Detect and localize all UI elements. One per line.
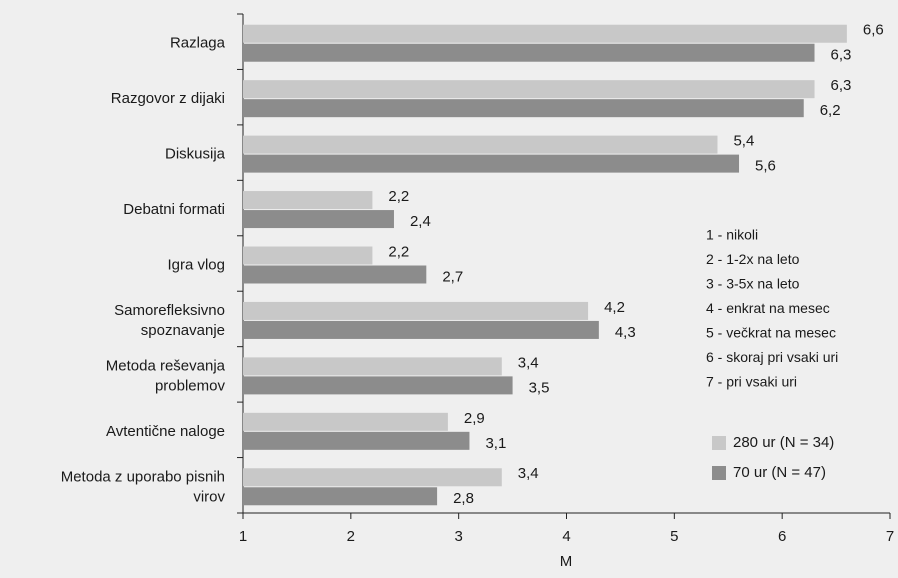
- bar: [243, 357, 502, 376]
- bar: [243, 191, 373, 210]
- value-label: 3,4: [518, 465, 539, 482]
- value-label: 3,5: [529, 379, 550, 396]
- x-tick-label: 5: [670, 528, 678, 545]
- bar: [243, 210, 394, 229]
- bar: [243, 320, 599, 339]
- x-tick-label: 2: [347, 528, 355, 545]
- bar: [243, 468, 502, 487]
- bar: [243, 376, 513, 395]
- category-label: Samorefleksivno spoznavanje: [114, 302, 225, 339]
- category-label: Razlaga: [170, 35, 226, 52]
- value-label: 5,6: [755, 158, 776, 175]
- x-tick-label: 6: [778, 528, 786, 545]
- value-label: 3,4: [518, 354, 539, 371]
- legend-label: 280 ur (N = 34): [733, 434, 834, 451]
- x-tick-label: 4: [562, 528, 570, 545]
- bar: [243, 43, 815, 62]
- category-label: Avtentične naloge: [106, 423, 225, 440]
- bar: [243, 301, 589, 320]
- scale-note: 5 - večkrat na mesec: [706, 325, 836, 341]
- legend-swatch: [712, 436, 726, 450]
- scale-note: 4 - enkrat na mesec: [706, 300, 830, 316]
- value-label: 2,2: [388, 188, 409, 205]
- category-label: Razgovor z dijaki: [111, 90, 225, 107]
- value-label: 2,4: [410, 213, 431, 230]
- category-label: Metoda z uporabo pisnih virov: [61, 468, 226, 505]
- scale-note: 6 - skoraj pri vsaki uri: [706, 349, 838, 365]
- value-label: 4,3: [615, 324, 636, 341]
- bar: [243, 154, 740, 173]
- bar: [243, 412, 448, 431]
- x-tick-label: 3: [454, 528, 462, 545]
- category-label: Metoda reševanja problemov: [106, 357, 226, 394]
- bar: [243, 80, 815, 99]
- bar: [243, 99, 804, 118]
- value-label: 3,1: [485, 435, 506, 452]
- value-label: 4,2: [604, 299, 625, 316]
- bar: [243, 431, 470, 450]
- bar: [243, 24, 847, 43]
- scale-note: 2 - 1-2x na leto: [706, 251, 800, 267]
- value-label: 2,2: [388, 243, 409, 260]
- x-tick-label: 1: [239, 528, 247, 545]
- value-label: 6,6: [863, 22, 884, 39]
- scale-note: 3 - 3-5x na leto: [706, 276, 800, 292]
- category-label: Debatni formati: [123, 201, 225, 218]
- value-label: 5,4: [733, 133, 754, 150]
- value-label: 6,2: [820, 102, 841, 119]
- value-label: 2,8: [453, 490, 474, 507]
- bar: [243, 135, 718, 154]
- scale-note: 7 - pri vsaki uri: [706, 374, 797, 390]
- x-axis-label: M: [560, 553, 573, 570]
- bar: [243, 487, 438, 506]
- legend-label: 70 ur (N = 47): [733, 464, 826, 481]
- bar: [243, 246, 373, 265]
- value-label: 2,9: [464, 410, 485, 427]
- scale-note: 1 - nikoli: [706, 227, 758, 243]
- value-label: 2,7: [442, 268, 463, 285]
- bar: [243, 265, 427, 284]
- legend-swatch: [712, 466, 726, 480]
- value-label: 6,3: [831, 47, 852, 64]
- x-tick-label: 7: [886, 528, 894, 545]
- value-label: 6,3: [831, 77, 852, 94]
- category-label: Diskusija: [165, 146, 226, 163]
- category-label: Igra vlog: [167, 256, 225, 273]
